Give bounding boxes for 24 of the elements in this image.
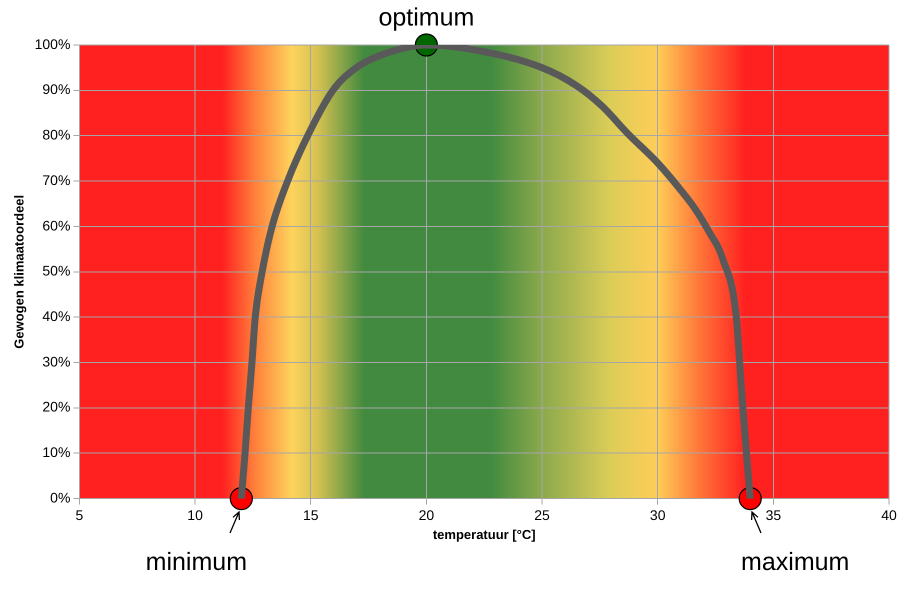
x-tick-label: 40 (881, 506, 897, 523)
y-tick-label: 40% (42, 308, 70, 324)
x-axis-title: temperatuur [°C] (432, 526, 536, 542)
annotation: minimum (146, 548, 248, 576)
y-tick-label: 70% (42, 172, 70, 188)
y-tick-label: 30% (42, 353, 70, 370)
x-tick-label: 20 (418, 506, 434, 523)
x-tick-label: 25 (534, 506, 550, 523)
annotation: optimum (378, 3, 474, 32)
y-tick-label: 50% (42, 262, 70, 279)
x-tick-label: 35 (766, 506, 782, 523)
x-tick-label: 30 (650, 506, 666, 523)
x-tick-label: 15 (302, 506, 319, 523)
y-tick-label: 80% (42, 126, 70, 143)
y-tick-label: 20% (42, 398, 70, 415)
annotation: maximum (741, 548, 850, 576)
y-tick-label: 60% (42, 217, 70, 234)
x-tick-label: 5 (76, 506, 84, 523)
y-tick-label: 10% (42, 444, 70, 460)
y-tick-label: 100% (34, 36, 70, 52)
y-axis-title: Gewogen klimaatoordeel (11, 194, 26, 349)
y-tick-label: 0% (50, 489, 70, 506)
y-tick-label: 90% (42, 81, 70, 98)
x-tick-label: 10 (187, 506, 204, 523)
